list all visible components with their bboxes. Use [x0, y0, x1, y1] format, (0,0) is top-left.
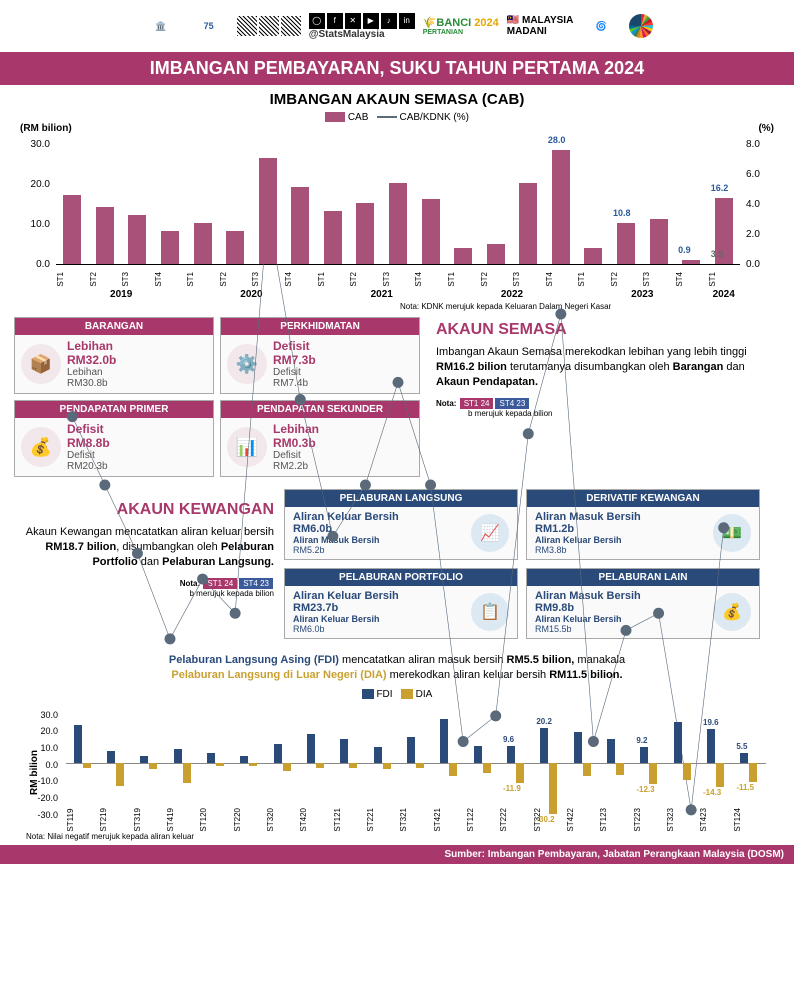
page-title: IMBANGAN PEMBAYARAN, SUKU TAHUN PERTAMA …: [0, 52, 794, 85]
footer-source: Sumber: Imbangan Pembayaran, Jabatan Per…: [0, 845, 794, 864]
fdi-chart: FDI DIA RM bilion 30.020.010.00.0-10.0-2…: [0, 689, 794, 845]
top-logos: 🏛️ 75 ◯f✕▶♪in @StatsMalaysia 🌾BANCI 2024…: [0, 0, 794, 52]
fdi-text: Pelaburan Langsung Asing (FDI) mencatatk…: [0, 649, 794, 687]
chart-title: IMBANGAN AKAUN SEMASA (CAB): [0, 85, 794, 110]
akaun-kewangan-text: AKAUN KEWANGAN Akaun Kewangan mencatatka…: [14, 489, 274, 639]
cab-chart: CAB CAB/KDNK (%) (RM bilion) (%) 30.020.…: [0, 110, 794, 311]
akaun-semasa-text: AKAUN SEMASA Imbangan Akaun Semasa merek…: [430, 317, 780, 477]
account-cards: BARANGAN📦LebihanRM32.0bLebihanRM30.8bPER…: [14, 317, 420, 477]
finance-cards: PELABURAN LANGSUNGAliran Keluar BersihRM…: [284, 489, 760, 639]
